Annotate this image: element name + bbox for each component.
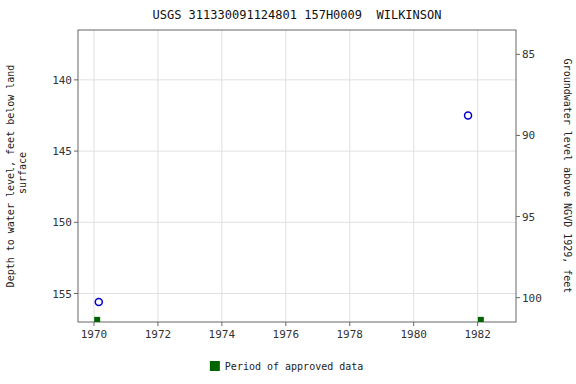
y2-tick	[516, 54, 520, 55]
y-tick-label: 145	[52, 145, 72, 158]
grid-line-x	[285, 30, 286, 322]
x-tick	[349, 322, 350, 326]
grid-line-x	[93, 30, 94, 322]
plot-frame	[78, 30, 516, 322]
y2-tick	[516, 297, 520, 298]
title: USGS 311330091124801 157H0009 WILKINSON	[153, 8, 442, 22]
x-tick-label: 1972	[145, 328, 172, 341]
y-axis-label: Depth to water level, feet below land su…	[5, 65, 28, 288]
x-tick	[157, 322, 158, 326]
y2-tick-label: 85	[522, 48, 535, 61]
circle-point	[95, 299, 102, 306]
circle-point	[465, 112, 472, 119]
grid-line-y	[78, 293, 516, 294]
legend-swatch	[210, 361, 220, 371]
legend-label: Period of approved data	[225, 361, 363, 372]
y2-tick-label: 95	[522, 211, 535, 224]
y2-axis-label: Groundwater level above NGVD 1929, feet	[562, 59, 573, 294]
y-axis-label-line: Depth to water level, feet below land	[5, 65, 16, 288]
x-tick	[413, 322, 414, 326]
x-tick	[221, 322, 222, 326]
y-tick	[74, 79, 78, 80]
x-tick-label: 1976	[273, 328, 300, 341]
grid-line-y	[78, 222, 516, 223]
square-point	[94, 317, 100, 322]
grid-line-x	[477, 30, 478, 322]
grid-line-y	[78, 151, 516, 152]
y2-tick-label: 100	[522, 292, 542, 305]
grid-line-x	[349, 30, 350, 322]
square-point	[478, 317, 484, 322]
y-tick	[74, 151, 78, 152]
x-tick	[477, 322, 478, 326]
x-tick-label: 1978	[337, 328, 364, 341]
x-tick-label: 1974	[209, 328, 236, 341]
y2-tick	[516, 135, 520, 136]
x-tick	[285, 322, 286, 326]
y-tick-label: 150	[52, 216, 72, 229]
y-tick	[74, 293, 78, 294]
x-tick-label: 1980	[400, 328, 427, 341]
x-tick	[93, 322, 94, 326]
y-axis-label-line: surface	[17, 152, 28, 200]
x-tick-label: 1970	[81, 328, 108, 341]
y2-tick-label: 90	[522, 129, 535, 142]
x-tick-label: 1982	[464, 328, 491, 341]
grid-line-x	[157, 30, 158, 322]
grid-line-x	[413, 30, 414, 322]
y-tick-label: 155	[52, 288, 72, 301]
marks	[94, 112, 484, 322]
chart: 1970 1972 1974 1976 1978 1980 1982 140 145 150 155…	[0, 0, 576, 384]
y2-tick	[516, 216, 520, 217]
y-tick	[74, 222, 78, 223]
grid-line-x	[221, 30, 222, 322]
grid-line-y	[78, 79, 516, 80]
y-tick-label: 140	[52, 74, 72, 87]
